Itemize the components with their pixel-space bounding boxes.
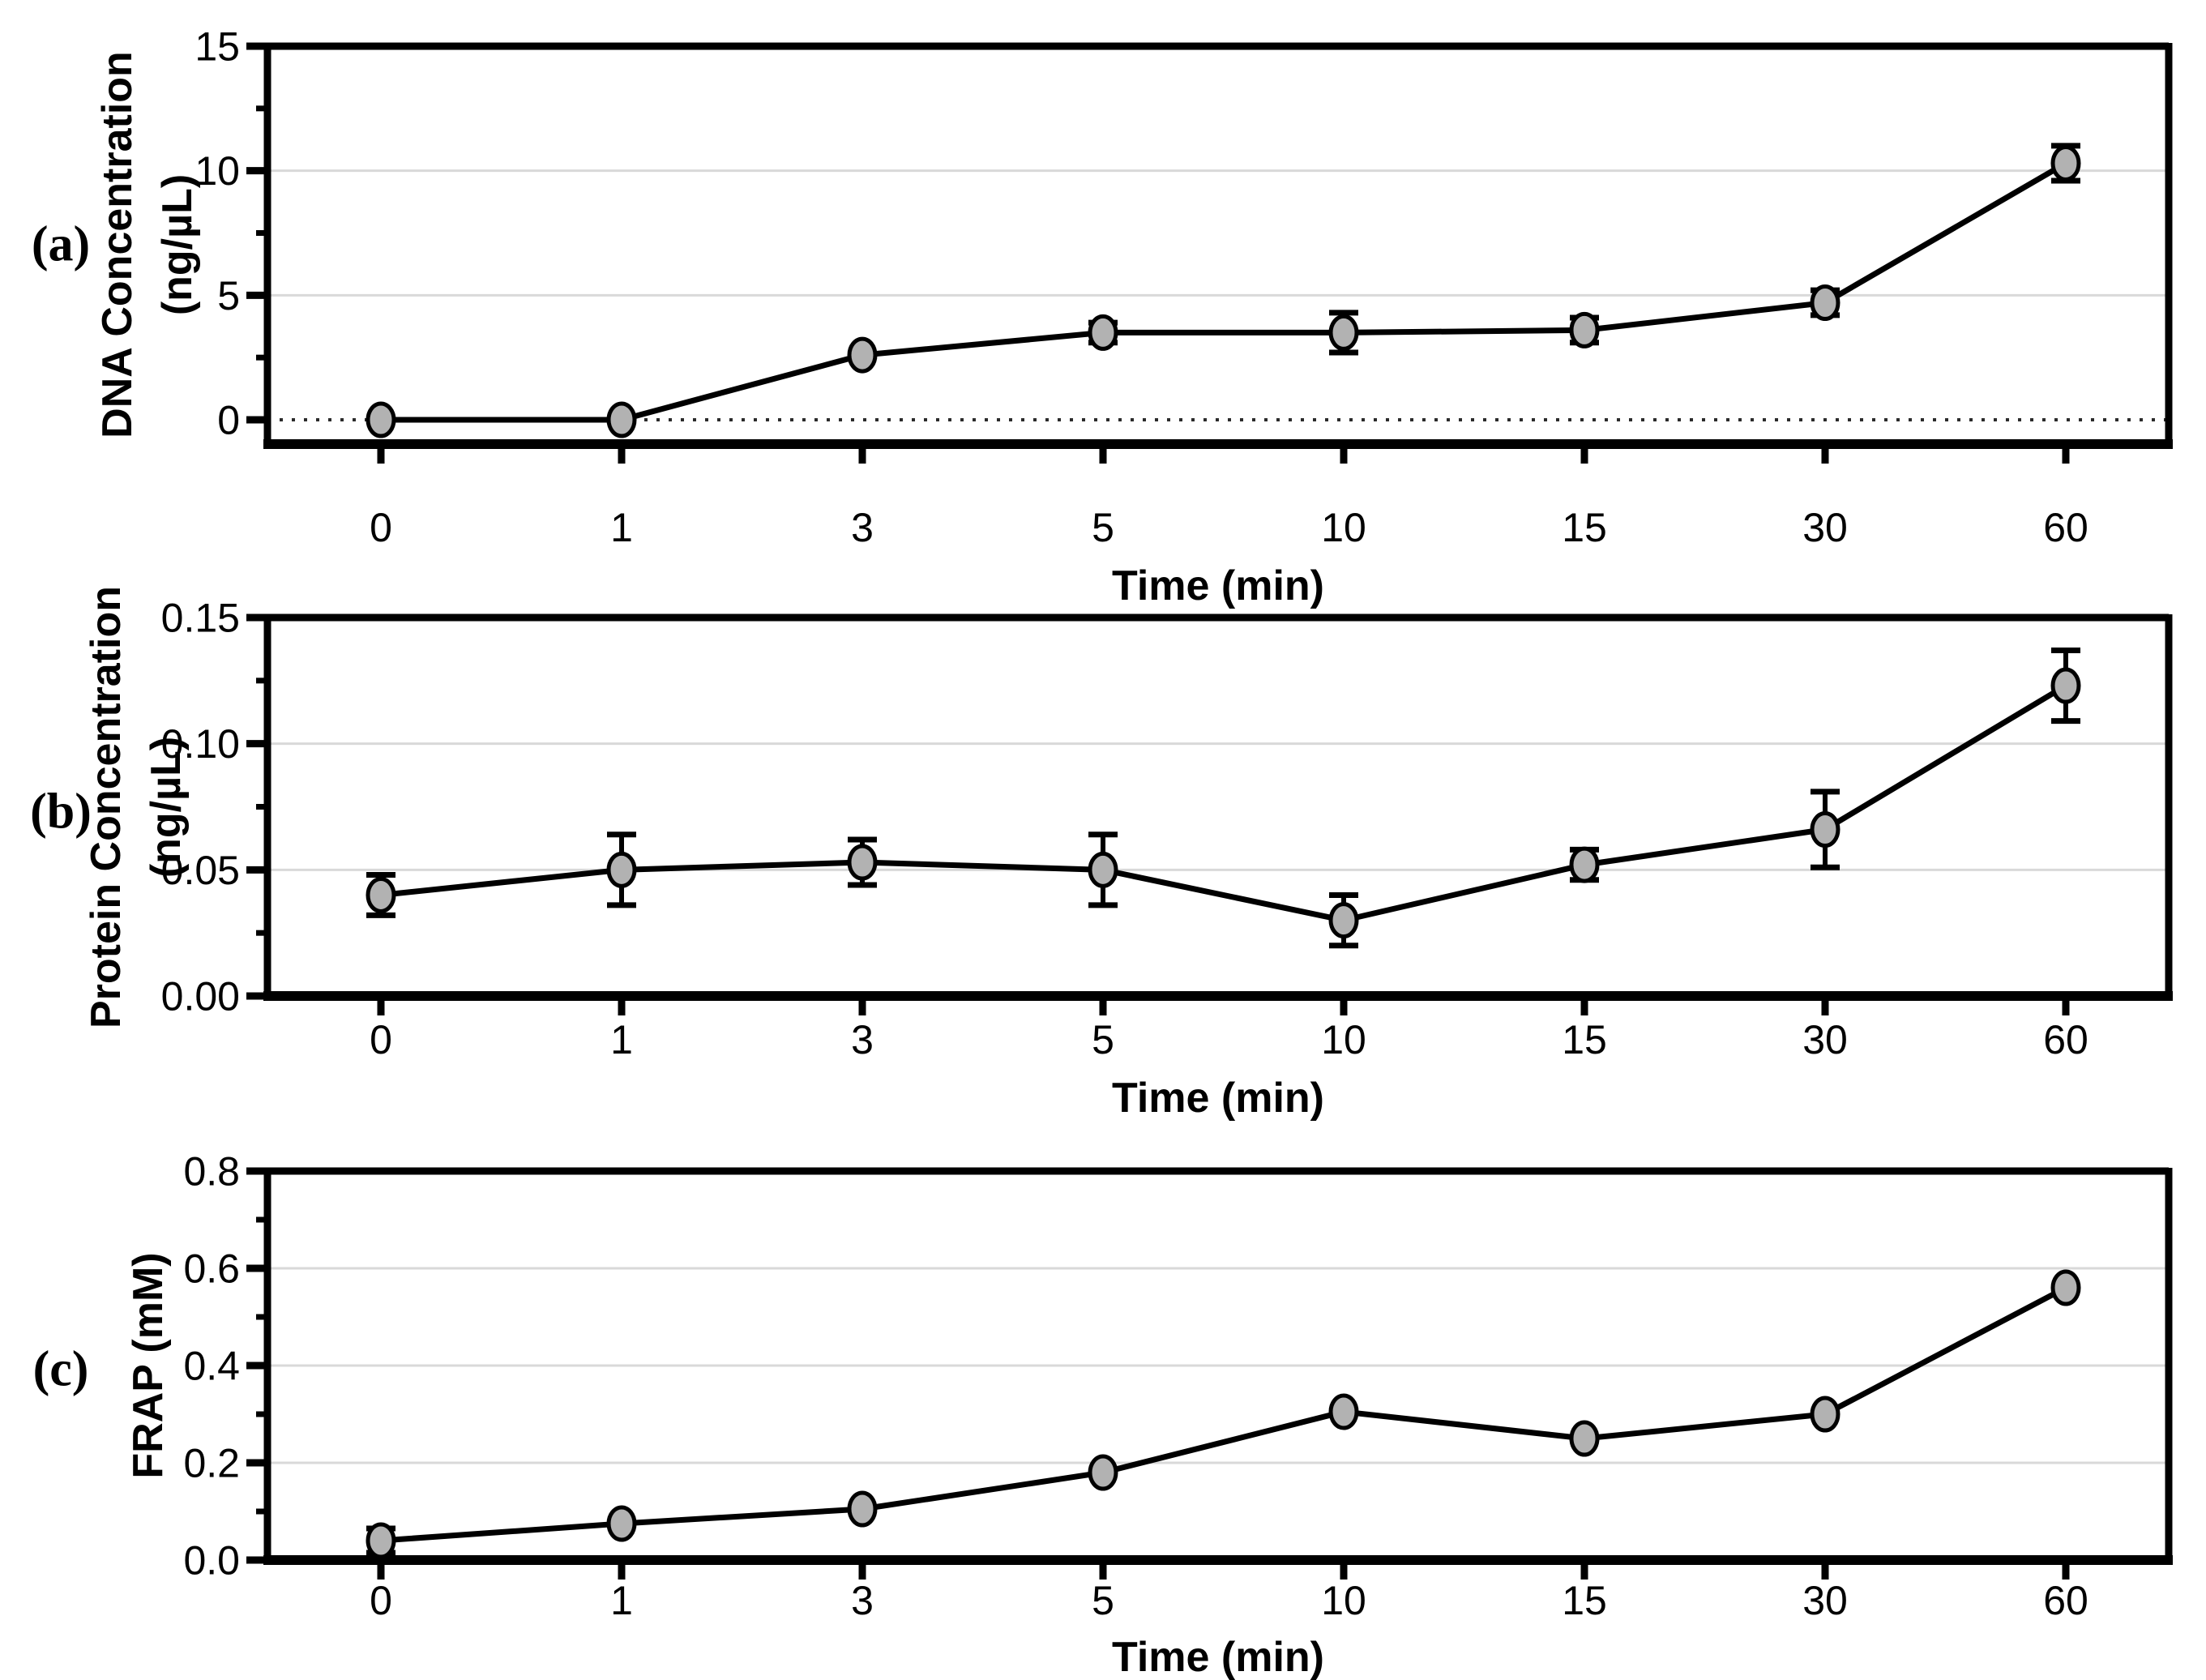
- y-tick-label: 0.0: [183, 1538, 240, 1584]
- y-tick-label: 0: [217, 398, 240, 443]
- series-line: [378, 682, 2069, 924]
- panel-letter-label: (a): [32, 217, 90, 272]
- x-axis-title: Time (min): [1112, 1075, 1324, 1122]
- x-tick-label: 15: [1562, 505, 1607, 550]
- x-tick-label: 0: [370, 1578, 392, 1623]
- panel-c: 0.0 0.2 0.4 0.6 0.8 0 1 3 5 10 15 30 60 Time (min) FRA…: [33, 1149, 2173, 1680]
- x-tick-label: 15: [1562, 1017, 1607, 1062]
- x-tick-label: 5: [1092, 505, 1114, 550]
- data-point-marker: [1088, 314, 1118, 351]
- y-tick-label: 0.00: [161, 974, 240, 1020]
- data-point-marker: [1328, 314, 1359, 351]
- data-point-marker: [1810, 811, 1840, 849]
- y-tick-label: 0.6: [183, 1246, 240, 1292]
- data-point-marker: [366, 401, 396, 438]
- x-tick-label: 5: [1092, 1578, 1114, 1623]
- data-point-marker: [1328, 902, 1359, 939]
- data-point-marker: [2050, 1269, 2081, 1306]
- x-tick-label: 1: [610, 1017, 633, 1062]
- panel-letter-label: (c): [33, 1342, 89, 1397]
- series-line: [378, 1285, 2069, 1544]
- x-tick-label: 3: [851, 505, 874, 550]
- y-tick-label: 0.15: [161, 596, 240, 641]
- series-line: [378, 160, 2069, 423]
- x-tick-label: 1: [610, 1578, 633, 1623]
- data-point-marker: [606, 401, 637, 438]
- panel-b: 0.00 0.05 0.10 0.15 0 1 3 5 10 15 30 60 Time (min) Pr…: [30, 586, 2173, 1122]
- x-tick-label: 60: [2043, 1017, 2088, 1062]
- data-point-marker: [606, 1505, 637, 1542]
- y-tick-label: 0.2: [183, 1441, 240, 1486]
- y-axis-title-line: (ng/µL): [154, 174, 201, 315]
- data-point-marker: [847, 1490, 878, 1528]
- y-tick-label: 0.05: [161, 848, 240, 893]
- data-point-marker: [1088, 851, 1118, 888]
- data-point-marker: [1328, 1393, 1359, 1430]
- data-point-marker: [1569, 846, 1600, 883]
- data-point-marker: [606, 851, 637, 888]
- x-tick-label: 0: [370, 1017, 392, 1062]
- x-tick-label: 1: [610, 505, 633, 550]
- y-tick-label: 0.8: [183, 1149, 240, 1195]
- data-point-marker: [847, 844, 878, 881]
- y-axis-title-line: Protein Concentration: [83, 586, 130, 1028]
- y-tick-label: 10: [195, 148, 240, 194]
- data-point-marker: [2050, 667, 2081, 704]
- panel-a: 0 5 10 15 0 1 3 5 10 15 30 60 Time (min) DNA Concentr…: [32, 24, 2173, 609]
- data-point-marker: [2050, 144, 2081, 182]
- y-axis-title-line: DNA Concentration: [94, 51, 141, 438]
- x-tick-label: 30: [1802, 1017, 1848, 1062]
- x-tick-label: 15: [1562, 1578, 1607, 1623]
- x-tick-label: 10: [1321, 1017, 1366, 1062]
- data-point-marker: [1088, 1454, 1118, 1491]
- data-point-marker: [1810, 284, 1840, 322]
- x-axis-title: Time (min): [1112, 1634, 1324, 1680]
- x-tick-label: 5: [1092, 1017, 1114, 1062]
- data-point-marker: [1569, 1420, 1600, 1457]
- x-tick-label: 0: [370, 505, 392, 550]
- x-tick-label: 60: [2043, 1578, 2088, 1623]
- y-tick-label: 0.4: [183, 1344, 240, 1389]
- data-point-marker: [1810, 1396, 1840, 1433]
- x-tick-label: 10: [1321, 1578, 1366, 1623]
- x-tick-label: 60: [2043, 505, 2088, 550]
- y-tick-label: 15: [195, 24, 240, 70]
- y-axis-title-line: (ng/µL): [143, 737, 190, 878]
- y-tick-label: 5: [217, 273, 240, 318]
- x-tick-label: 10: [1321, 505, 1366, 550]
- data-point-marker: [847, 336, 878, 374]
- x-tick-label: 3: [851, 1017, 874, 1062]
- data-point-marker: [366, 876, 396, 913]
- data-point-marker: [366, 1522, 396, 1559]
- x-tick-label: 30: [1802, 505, 1848, 550]
- y-axis-title-line: FRAP (mM): [125, 1252, 172, 1478]
- panel-letter-label: (b): [30, 784, 92, 840]
- x-axis-title: Time (min): [1112, 562, 1324, 609]
- data-point-marker: [1569, 311, 1600, 348]
- x-tick-label: 3: [851, 1578, 874, 1623]
- y-tick-label: 0.10: [161, 721, 240, 767]
- x-tick-label: 30: [1802, 1578, 1848, 1623]
